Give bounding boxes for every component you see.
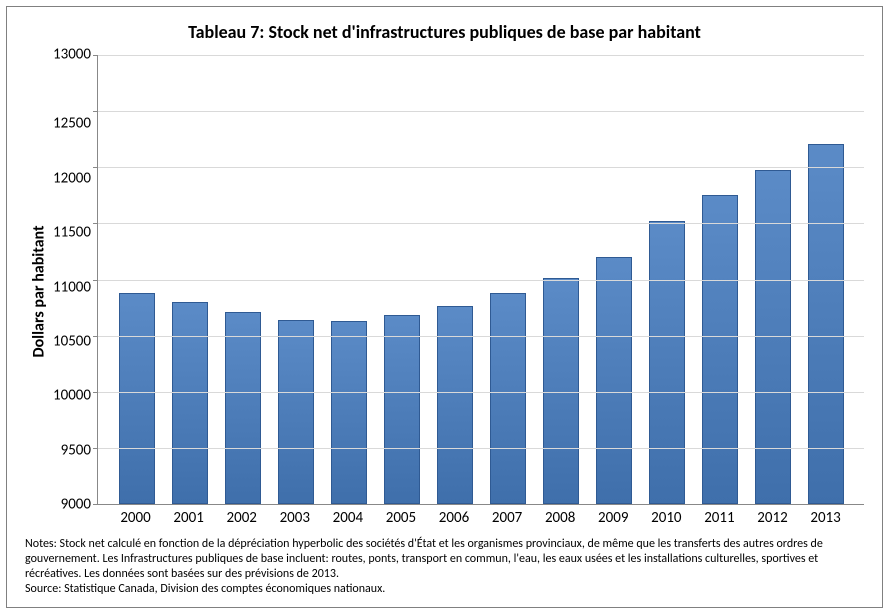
x-tick-label: 2006 [427,509,480,527]
x-tick-label: 2008 [534,509,587,527]
bar [225,312,261,504]
chart-frame: Tableau 7: Stock net d'infrastructures p… [6,6,883,608]
x-tick-label: 2005 [374,509,427,527]
x-tick-label: 2004 [321,509,374,527]
x-tick-label: 2009 [587,509,640,527]
y-axis-label: Dollars par habitant [30,225,49,357]
y-tick-label: 9500 [61,443,91,458]
x-tick-label: 2000 [109,509,162,527]
x-tick-labels: 2000200120022003200420052006200720082009… [97,505,864,527]
y-axis-label-wrap: Dollars par habitant [25,55,53,527]
x-tick-label: 2002 [215,509,268,527]
x-tick-label: 2012 [746,509,799,527]
y-tick-labels: 1300012500120001150011000105001000095009… [53,55,97,505]
bar [649,221,685,504]
x-tick-label: 2010 [640,509,693,527]
axis-area: 1300012500120001150011000105001000095009… [53,55,864,527]
y-tick-label: 9000 [61,498,91,513]
x-tick-label: 2013 [799,509,852,527]
bar [755,170,791,505]
y-tick-label: 13000 [53,48,91,63]
plot-area [97,55,864,505]
source-text: Source: Statistique Canada, Division des… [25,582,864,597]
x-tick-label: 2001 [162,509,215,527]
y-tick-label: 12000 [53,171,91,186]
chart-body: Dollars par habitant 1300012500120001150… [25,55,864,527]
chart-notes: Notes: Stock net calculé en fonction de … [25,537,864,597]
gridline [98,55,864,56]
x-tick-label: 2007 [481,509,534,527]
gridline [98,111,864,112]
bar [490,293,526,504]
gridline [98,336,864,337]
gridline [98,392,864,393]
bar [384,315,420,504]
plot-row: 1300012500120001150011000105001000095009… [53,55,864,505]
bar [702,195,738,504]
x-tick-label: 2003 [268,509,321,527]
notes-text: Notes: Stock net calculé en fonction de … [25,537,864,582]
gridline [98,448,864,449]
x-tick-label: 2011 [693,509,746,527]
bar [119,293,155,504]
x-tick-row: 2000200120022003200420052006200720082009… [53,505,864,527]
y-tick-label: 10500 [53,334,91,349]
bar [331,321,367,504]
gridline [98,167,864,168]
bar [596,257,632,504]
y-tick-label: 11000 [53,280,91,295]
bar [278,320,314,504]
y-tick-label: 12500 [53,117,91,132]
y-tick-mark [93,504,98,505]
bar [808,144,844,504]
gridline [98,223,864,224]
bar [172,302,208,504]
y-tick-label: 10000 [53,389,91,404]
chart-title: Tableau 7: Stock net d'infrastructures p… [25,21,864,43]
gridline [98,280,864,281]
y-tick-label: 11500 [53,226,91,241]
